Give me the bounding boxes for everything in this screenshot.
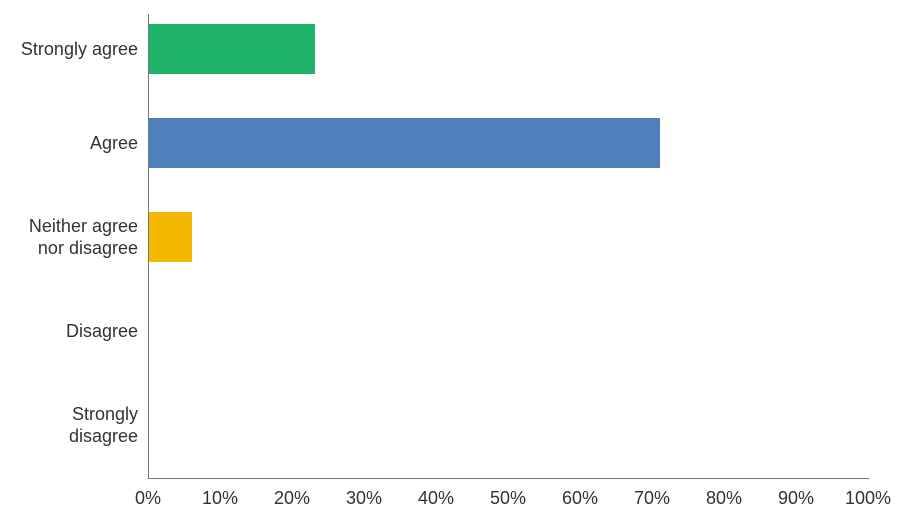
x-tick-label: 20% — [274, 488, 310, 509]
x-tick-label: 30% — [346, 488, 382, 509]
x-tick-label: 90% — [778, 488, 814, 509]
bar — [149, 118, 660, 168]
x-tick-label: 80% — [706, 488, 742, 509]
x-tick-label: 50% — [490, 488, 526, 509]
category-label: Strongly disagree — [69, 403, 138, 448]
x-tick-label: 60% — [562, 488, 598, 509]
x-tick-label: 70% — [634, 488, 670, 509]
category-label: Agree — [90, 132, 138, 155]
plot-area — [148, 14, 869, 479]
survey-bar-chart: Strongly agree Agree Neither agree nor dis… — [0, 0, 900, 528]
category-label: Strongly agree — [21, 38, 138, 61]
bar — [149, 24, 315, 74]
category-label: Neither agree nor disagree — [29, 215, 138, 260]
category-label: Disagree — [66, 320, 138, 343]
x-tick-label: 40% — [418, 488, 454, 509]
x-tick-label: 100% — [845, 488, 891, 509]
x-tick-label: 0% — [135, 488, 161, 509]
x-tick-label: 10% — [202, 488, 238, 509]
bar — [149, 212, 192, 262]
